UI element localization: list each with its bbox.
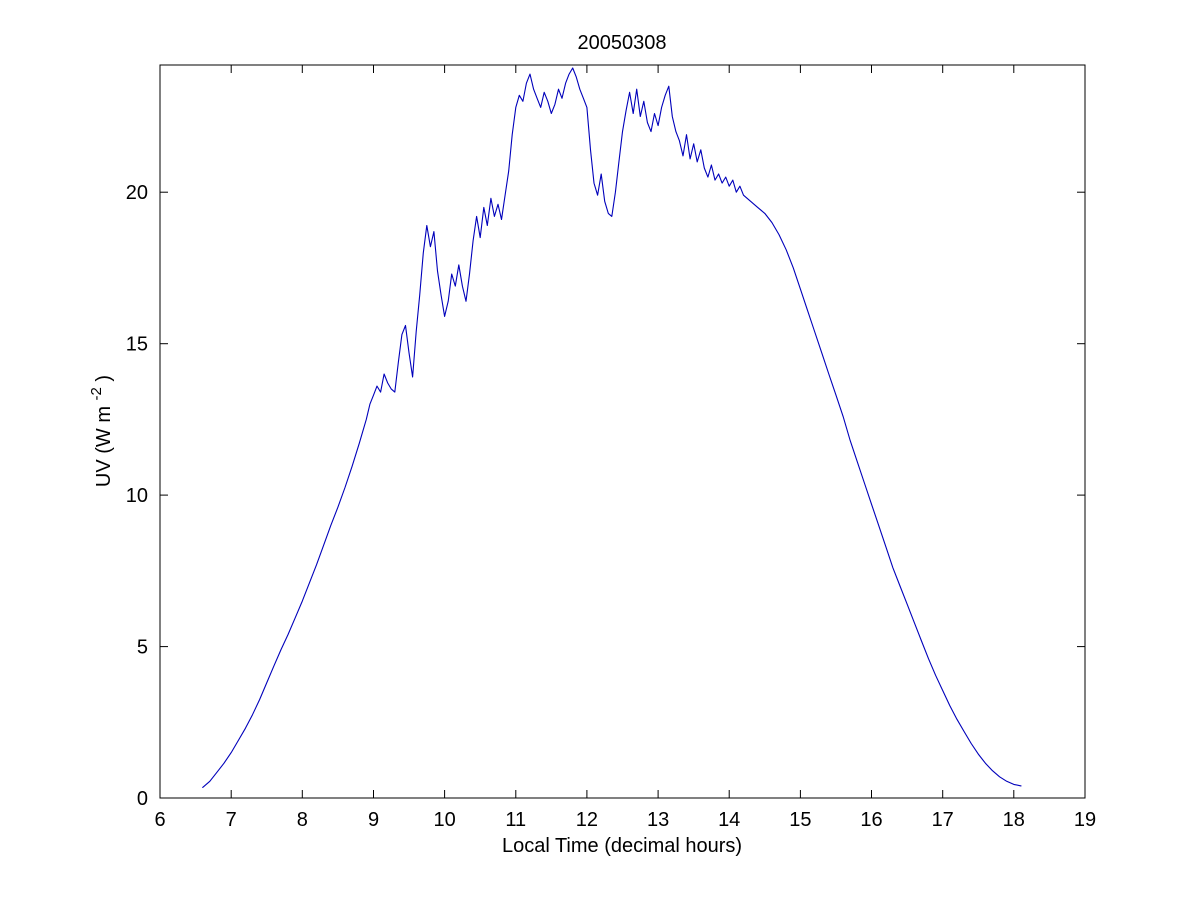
x-tick-label: 7 [226,809,237,831]
uv-data-line-series [202,67,1022,788]
x-tick-label: 19 [1074,809,1096,831]
plot-box-border [159,64,1086,799]
x-axis-label: Local Time (decimal hours) [502,835,742,857]
x-tick-label: 6 [154,809,165,831]
x-tick-label: 10 [433,809,455,831]
y-axis-label: UV (W m -2 ) [84,375,115,487]
x-tick-label: 8 [297,809,308,831]
y-axis-tick-labels: 0 5 10 15 20 [126,182,148,810]
y-axis-label-superscript: -2 [88,387,105,400]
x-axis-tick-labels: 6 7 8 9 10 11 12 13 14 15 16 17 18 19 [154,809,1096,831]
y-tick-label: 20 [126,182,148,204]
y-tick-label: 15 [126,334,148,356]
x-tick-label: 17 [932,809,954,831]
x-tick-label: 9 [368,809,379,831]
y-axis-label-suffix: ) [93,375,115,382]
y-tick-label: 0 [137,788,148,810]
x-tick-label: 11 [505,809,526,831]
x-tick-label: 13 [647,809,669,831]
y-axis-label-prefix: UV (W m [93,406,115,487]
y-tick-label: 5 [137,637,148,659]
x-tick-label: 15 [789,809,811,831]
chart-title: 20050308 [578,32,667,54]
y-tick-label: 10 [126,485,148,507]
x-tick-label: 18 [1003,809,1025,831]
axis-tick-marks [159,65,1086,799]
x-tick-label: 12 [576,809,598,831]
x-tick-label: 14 [718,809,740,831]
x-tick-label: 16 [860,809,882,831]
